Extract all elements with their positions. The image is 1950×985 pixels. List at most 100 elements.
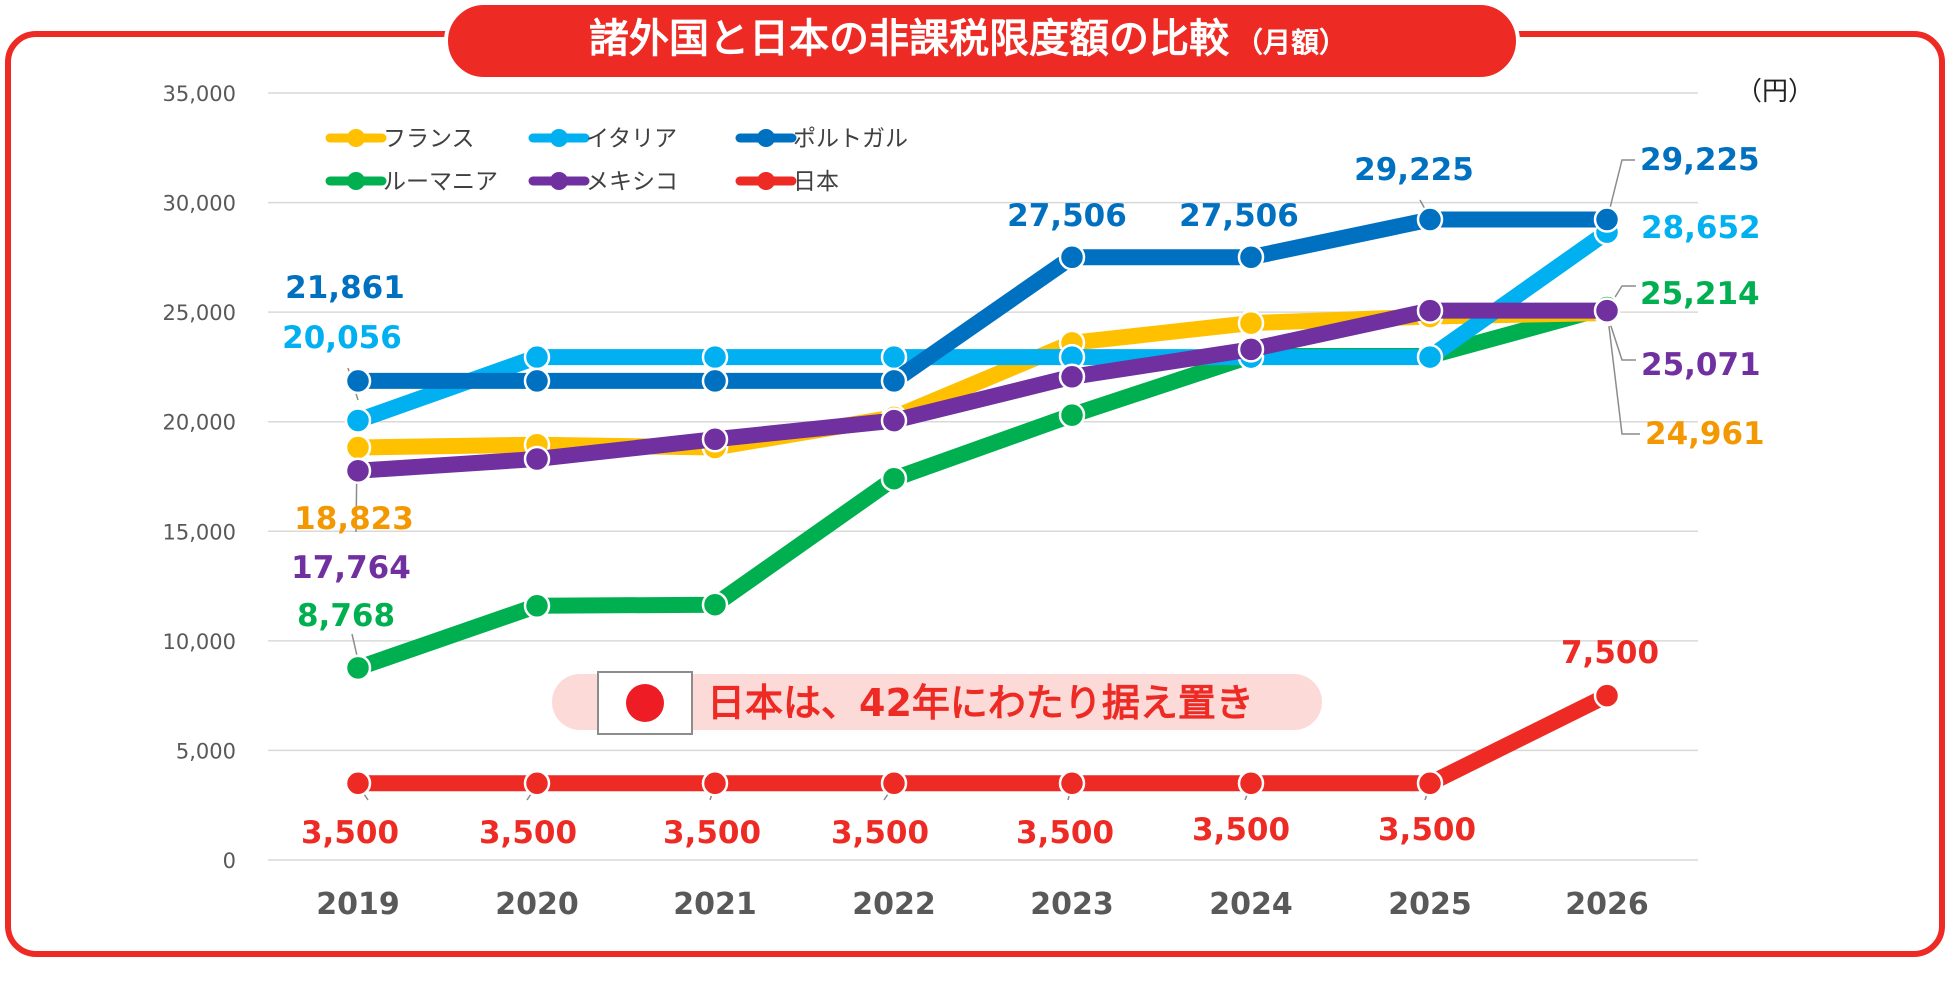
legend-swatch-marker [550,129,568,147]
legend-swatch-marker [347,129,365,147]
legend-item: ポルトガル [735,126,908,152]
series-2 [344,206,1621,395]
series-1 [344,218,1621,434]
series-line [350,687,1615,792]
x-tick-label: 2019 [316,887,400,922]
data-point [1058,401,1086,429]
data-label: 29,225 [1640,142,1760,178]
data-point [880,407,908,434]
legend-swatch-marker [550,172,568,190]
data-point [1416,206,1444,233]
data-point [880,770,908,797]
series-5 [344,682,1621,797]
data-point [1237,309,1265,337]
data-point [523,445,551,473]
data-label: 7,500 [1561,635,1659,671]
data-point [1593,297,1621,324]
legend-label: ポルトガル [793,126,908,152]
y-tick-label: 20,000 [163,411,236,435]
annotation-box: 日本は、42年にわたり据え置き [552,671,1322,735]
data-point [1058,363,1086,391]
gridlines [268,92,1698,861]
data-point [701,425,729,453]
data-label: 17,764 [291,550,411,586]
data-point [880,465,908,492]
legend-item: メキシコ [528,169,678,195]
data-point [1058,243,1086,271]
x-tick-label: 2021 [673,887,757,922]
title-banner: 諸外国と日本の非課税限度額の比較 （月額） [444,1,1520,81]
legend-item: イタリア [528,126,677,152]
data-point [1416,343,1444,371]
data-point [1237,243,1265,271]
data-label: 21,861 [285,270,405,306]
data-point [1237,770,1265,797]
svg-text:諸外国と日本の非課税限度額の比較（月額）: 諸外国と日本の非課税限度額の比較 （月額） [589,16,1347,62]
data-point [1237,336,1265,363]
data-point [1416,770,1444,797]
series-group [344,206,1621,797]
data-label: 3,500 [479,815,577,851]
data-point [344,457,372,484]
y-axis: 0 5,000 10,000 15,000 20,000 25,000 30,000 35,0… [163,82,236,873]
series-line [350,302,1615,479]
data-point [1593,206,1621,233]
y-tick-label: 0 [223,849,236,873]
data-label: 27,506 [1007,198,1127,234]
data-label: 3,500 [1378,812,1476,848]
data-label: 27,506 [1179,198,1299,234]
series-line [350,224,1615,429]
x-axis: 2019 2020 2021 2022 2023 2024 2025 2026 [316,887,1649,922]
x-tick-label: 2025 [1388,887,1472,922]
data-point [344,654,372,682]
data-point [1416,297,1444,324]
data-label: 20,056 [282,320,402,356]
series-line [350,211,1615,389]
data-label: 3,500 [663,815,761,851]
y-tick-label: 10,000 [163,630,236,654]
legend-item: フランス [325,126,475,152]
y-tick-label: 25,000 [163,301,236,325]
data-point [344,434,372,461]
legend-item: 日本 [735,169,839,195]
data-label: 25,071 [1641,347,1761,383]
data-labels: 21,861 20,056 18,823 17,764 8,768 27,506 27,50… [282,142,1764,851]
y-tick-label: 30,000 [163,192,236,216]
data-label: 3,500 [301,815,399,851]
series-4 [344,297,1621,484]
leader-line [1606,313,1636,361]
x-tick-label: 2023 [1030,887,1114,922]
data-point [344,770,372,797]
data-point [344,367,372,395]
legend-item: ルーマニア [325,169,498,195]
data-point [523,343,551,371]
annotation-text: 日本は、42年にわたり据え置き [707,681,1254,725]
legend-label: イタリア [586,126,677,152]
data-label: 24,961 [1645,416,1765,452]
leader-line [1606,309,1640,435]
data-point [701,770,729,797]
legend-swatch-marker [757,172,775,190]
x-tick-label: 2022 [852,887,936,922]
data-point [880,367,908,395]
data-point [523,592,551,620]
x-tick-label: 2024 [1209,887,1293,922]
data-label: 18,823 [294,501,414,537]
chart-title-suffix: （月額） [1235,26,1347,59]
data-point [523,367,551,395]
data-label: 3,500 [831,815,929,851]
data-label: 28,652 [1641,210,1761,246]
chart-title: 諸外国と日本の非課税限度額の比較 [589,16,1230,62]
data-label: 3,500 [1192,812,1290,848]
data-point [701,367,729,395]
y-tick-label: 5,000 [176,739,236,763]
data-label: 8,768 [297,598,395,634]
data-point [344,407,372,434]
x-tick-label: 2026 [1565,887,1649,922]
data-label: 25,214 [1640,276,1760,312]
x-tick-label: 2020 [495,887,579,922]
data-point [1593,682,1621,709]
data-label: 3,500 [1016,815,1114,851]
